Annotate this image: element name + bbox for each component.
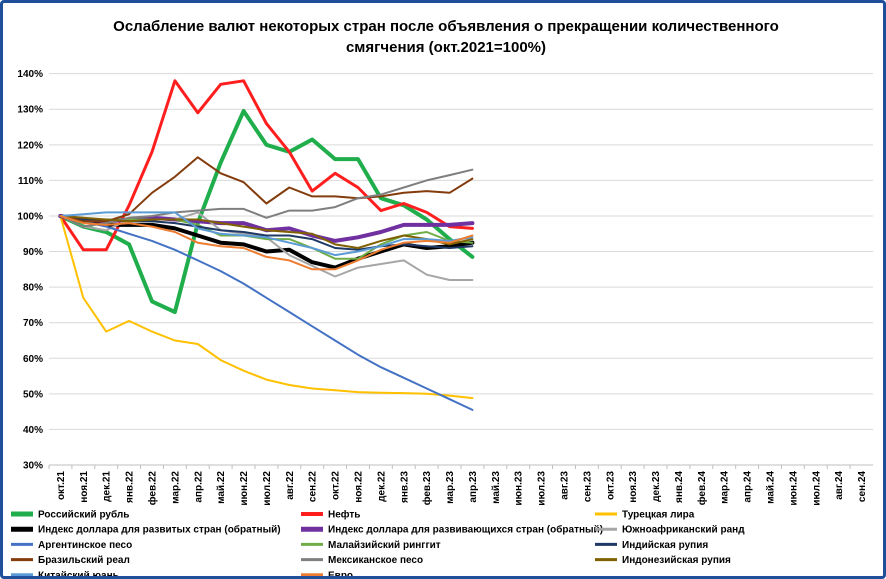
legend: Российский рубль Нефть Турецкая лира Индекс…: [11, 509, 745, 577]
legend-entry: Нефть: [328, 509, 360, 521]
y-tick-label: 40%: [23, 425, 43, 436]
x-tick-label: ноя.21: [79, 471, 90, 503]
x-tick-label: окт.23: [605, 471, 616, 500]
x-tick-label: сен.23: [582, 471, 593, 503]
x-tick-label: июн.23: [514, 471, 525, 506]
x-tick-label: авг.23: [560, 471, 571, 500]
y-tick-label: 120%: [17, 140, 43, 151]
y-tick-label: 110%: [18, 176, 43, 187]
series-line: [60, 216, 472, 398]
x-tick-label: авг.24: [834, 471, 845, 500]
x-tick-label: мар.22: [170, 471, 181, 504]
x-tick-label: апр.23: [468, 471, 479, 503]
x-tick-label: окт.21: [56, 471, 67, 500]
x-tick-label: янв.24: [674, 471, 685, 503]
legend-entry: Индекс доллара для развитых стран (обрат…: [38, 524, 281, 536]
x-tick-label: июл.22: [262, 471, 273, 506]
legend-entry: Мексиканское песо: [328, 555, 423, 566]
x-tick-label: янв.22: [125, 471, 136, 503]
x-tick-label: мар.24: [720, 471, 731, 504]
legend-entry: Малайзийский ринггит: [328, 540, 441, 551]
x-tick-label: дек.22: [376, 471, 387, 502]
x-tick-label: фев.23: [421, 471, 433, 506]
line-chart: Ослабление валют некоторых стран после о…: [3, 3, 883, 576]
legend-entry: Индекс доллара для развивающихся стран (…: [328, 524, 603, 536]
grid: [49, 74, 873, 465]
legend-entry: Турецкая лира: [622, 510, 695, 521]
x-tick-label: ноя.23: [628, 471, 639, 503]
chart-title-line-1: Ослабление валют некоторых стран после о…: [113, 18, 779, 35]
x-tick-label: июл.23: [537, 471, 548, 506]
y-tick-label: 50%: [23, 389, 43, 400]
x-axis: окт.21 ноя.21 дек.21 янв.22 фев.22 мар.22 апр.…: [49, 465, 868, 506]
x-tick-label: дек.23: [651, 471, 662, 502]
series-lines: [60, 81, 472, 410]
x-tick-label: авг.22: [285, 471, 296, 500]
x-tick-label: окт.22: [331, 471, 342, 500]
x-tick-label: июн.22: [239, 471, 250, 506]
legend-entry: Бразильский реал: [38, 555, 130, 566]
x-tick-label: май.23: [491, 471, 502, 504]
y-tick-label: 100%: [17, 211, 43, 222]
y-tick-label: 90%: [23, 247, 43, 258]
y-tick-label: 70%: [23, 318, 43, 329]
x-tick-label: янв.23: [399, 471, 410, 503]
x-tick-label: сен.22: [308, 471, 319, 503]
x-tick-label: фев.22: [147, 471, 159, 506]
x-tick-label: сен.24: [857, 471, 868, 503]
x-tick-label: июл.24: [811, 471, 822, 506]
y-tick-label: 60%: [23, 354, 43, 365]
x-tick-label: фев.24: [696, 471, 708, 506]
x-tick-label: май.22: [216, 471, 227, 504]
x-tick-label: май.24: [766, 471, 777, 504]
legend-entry: Индийская рупия: [622, 540, 708, 551]
x-tick-label: дек.21: [102, 471, 113, 502]
legend-entry: Российский рубль: [38, 509, 129, 521]
legend-entry: Китайский юань: [38, 570, 119, 576]
y-tick-label: 80%: [23, 283, 43, 294]
chart-title-line-2: смягчения (окт.2021=100%): [346, 39, 546, 56]
y-tick-label: 130%: [17, 105, 43, 116]
y-tick-label: 140%: [17, 69, 43, 80]
x-tick-label: мар.23: [445, 471, 456, 504]
legend-entry: Индонезийская рупия: [622, 555, 731, 566]
x-tick-label: апр.22: [193, 471, 204, 503]
y-axis: 30% 40% 50% 60% 70% 80% 90% 100% 110% 120% 130% 140…: [17, 69, 43, 471]
x-tick-label: ноя.22: [354, 471, 365, 503]
y-tick-label: 30%: [23, 461, 43, 472]
legend-entry: Южноафриканский ранд: [622, 524, 745, 536]
legend-entry: Евро: [328, 570, 353, 576]
legend-entry: Аргентинское песо: [38, 540, 132, 551]
x-tick-label: июн.24: [788, 471, 799, 506]
x-tick-label: апр.24: [743, 471, 754, 503]
